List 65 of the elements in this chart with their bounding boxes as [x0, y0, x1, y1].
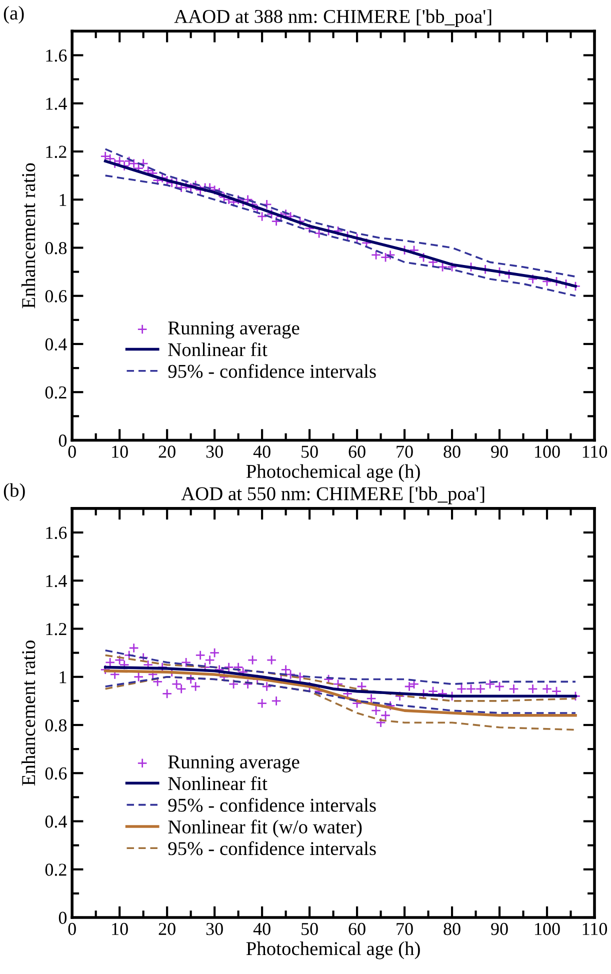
- y-tick-label: 0.4: [45, 816, 67, 828]
- line-series: [104, 174, 576, 297]
- y-tick-label: 1.2: [46, 623, 66, 636]
- x-tick-label: 110: [582, 446, 608, 458]
- legend-label: Running average: [168, 321, 300, 339]
- x-tick-label: 70: [396, 922, 413, 936]
- chart-title: AOD at 550 nm: CHIMERE ['bb_poa']: [181, 486, 484, 504]
- x-tick-label: 90: [491, 922, 508, 936]
- x-tick-label: 50: [302, 446, 318, 458]
- y-tick-label: 0.6: [45, 767, 67, 780]
- y-tick-label: 0.8: [45, 242, 67, 254]
- x-tick-label: 50: [302, 922, 318, 936]
- x-tick-label: 30: [206, 922, 223, 936]
- legend-label: Nonlinear fit (w/o water): [168, 820, 362, 838]
- y-tick-label: 1: [60, 671, 66, 684]
- y-tick-label: 1.4: [46, 98, 67, 110]
- y-tick-label: 1.2: [46, 146, 66, 158]
- line-series: [104, 654, 576, 702]
- x-tick-label: 110: [582, 922, 608, 936]
- y-tick-label: 0: [58, 434, 67, 447]
- y-tick-label: 1.6: [46, 526, 67, 540]
- y-tick-label: 0: [58, 912, 67, 924]
- line-series: [104, 669, 577, 717]
- y-axis-title: Enhancement ratio: [21, 163, 36, 308]
- x-tick-label: 100: [535, 922, 560, 936]
- chart-title: AAOD at 388 nm: CHIMERE ['bb_poa']: [174, 9, 492, 27]
- y-tick-label: 1: [60, 194, 66, 206]
- x-tick-label: 80: [444, 446, 460, 458]
- x-tick-label: 0: [68, 446, 76, 458]
- x-tick-label: 60: [348, 446, 366, 458]
- line-series: [104, 650, 576, 685]
- legend-label: Running average: [168, 755, 300, 772]
- y-axis-title: Enhancement ratio: [21, 640, 36, 786]
- text: (a): [4, 6, 24, 24]
- line-series: [104, 666, 577, 698]
- legend-label: 95% - confidence intervals: [168, 364, 376, 378]
- x-tick-label: 20: [158, 446, 176, 458]
- y-tick-label: 0.8: [45, 719, 67, 732]
- y-tick-label: 1.6: [46, 50, 67, 62]
- x-tick-label: 90: [491, 446, 508, 458]
- x-tick-label: 60: [348, 922, 366, 936]
- y-tick-label: 0.2: [45, 864, 66, 876]
- legend-label: Nonlinear fit: [168, 342, 268, 356]
- x-tick-label: 40: [253, 446, 270, 458]
- legend-label: Nonlinear fit: [168, 776, 268, 790]
- y-tick-label: 0.6: [45, 290, 67, 302]
- x-tick-label: 20: [158, 922, 176, 936]
- y-tick-label: 0.2: [45, 386, 66, 399]
- x-tick-label: 40: [253, 922, 270, 936]
- line-series: [104, 676, 576, 731]
- y-tick-label: 1.4: [46, 574, 67, 588]
- y-tick-label: 0.4: [45, 338, 67, 351]
- x-tick-label: 10: [112, 446, 128, 458]
- x-tick-label: 80: [444, 922, 460, 936]
- x-tick-label: 70: [396, 446, 413, 458]
- x-tick-label: 30: [206, 446, 223, 458]
- x-tick-label: 0: [68, 922, 76, 936]
- x-axis-title: Photochemical age (h): [246, 464, 420, 482]
- legend-label: 95% - confidence intervals: [168, 798, 376, 812]
- x-tick-label: 100: [535, 446, 560, 458]
- legend-label: 95% - confidence intervals: [168, 841, 376, 856]
- x-axis-title: Photochemical age (h): [246, 942, 420, 960]
- x-tick-label: 10: [112, 922, 128, 936]
- line-series: [104, 676, 576, 714]
- text: (b): [4, 483, 25, 501]
